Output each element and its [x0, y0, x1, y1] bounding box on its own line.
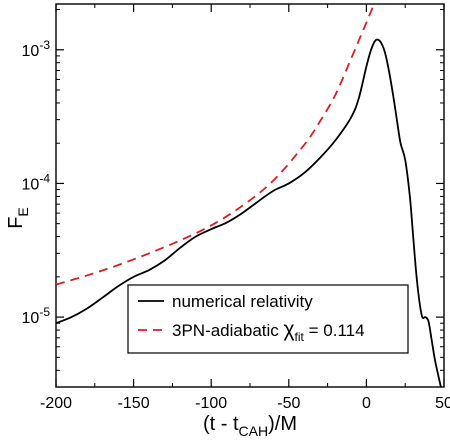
x-tick-label: 50	[435, 395, 450, 412]
y-tick-label: 10-4	[22, 171, 51, 193]
y-axis-title: FE	[5, 207, 31, 229]
x-tick-label: -200	[40, 395, 72, 412]
x-tick-label: -150	[118, 395, 150, 412]
x-axis-title: (t - tCAH)/M	[203, 413, 297, 439]
y-axis-ticks: 10-5 10-4 10-3	[22, 9, 444, 388]
legend-box	[127, 284, 409, 354]
x-tick-label: 0	[362, 395, 371, 412]
series-3pn-adiabatic	[56, 4, 375, 286]
legend-label-3pn-adiabatic: 3PN-adiabatic χfit = 0.114	[172, 318, 365, 344]
y-tick-label: 10-5	[22, 305, 51, 327]
x-tick-label: -50	[277, 395, 300, 412]
x-axis-ticks: -200 -150 -100 -50 0 50	[40, 4, 450, 412]
y-tick-label: 10-3	[22, 38, 51, 60]
x-tick-label: -100	[195, 395, 227, 412]
legend: numerical relativity 3PN-adiabatic χfit …	[127, 284, 409, 354]
legend-label-numerical-relativity: numerical relativity	[172, 292, 313, 311]
series-numerical-relativity	[56, 38, 442, 387]
